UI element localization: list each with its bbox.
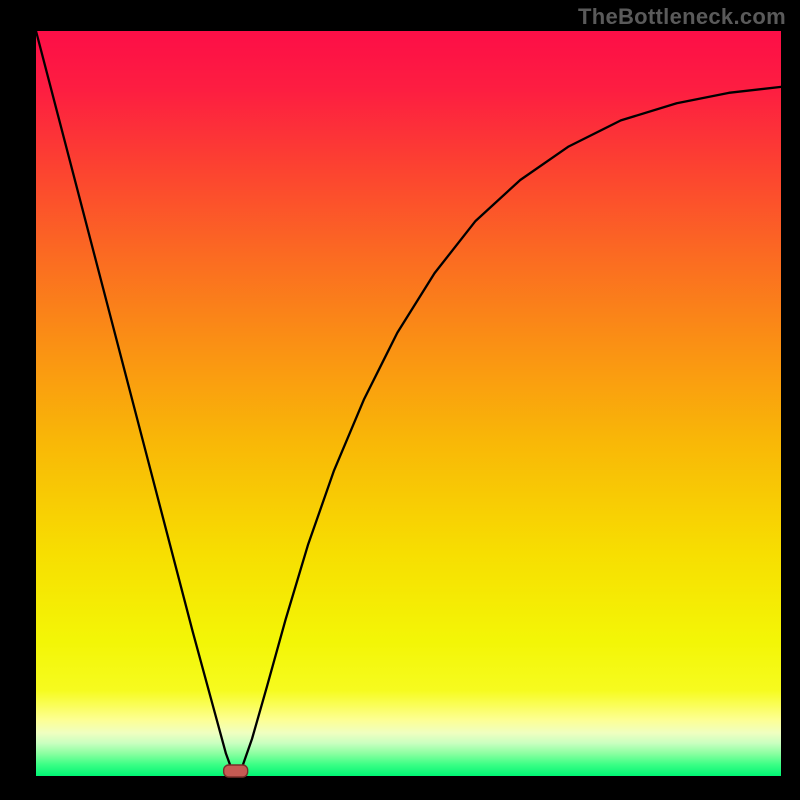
minimum-marker xyxy=(224,765,248,777)
watermark-text: TheBottleneck.com xyxy=(578,4,786,30)
chart-frame: TheBottleneck.com xyxy=(0,0,800,800)
chart-svg xyxy=(0,0,800,800)
gradient-background xyxy=(36,31,781,776)
